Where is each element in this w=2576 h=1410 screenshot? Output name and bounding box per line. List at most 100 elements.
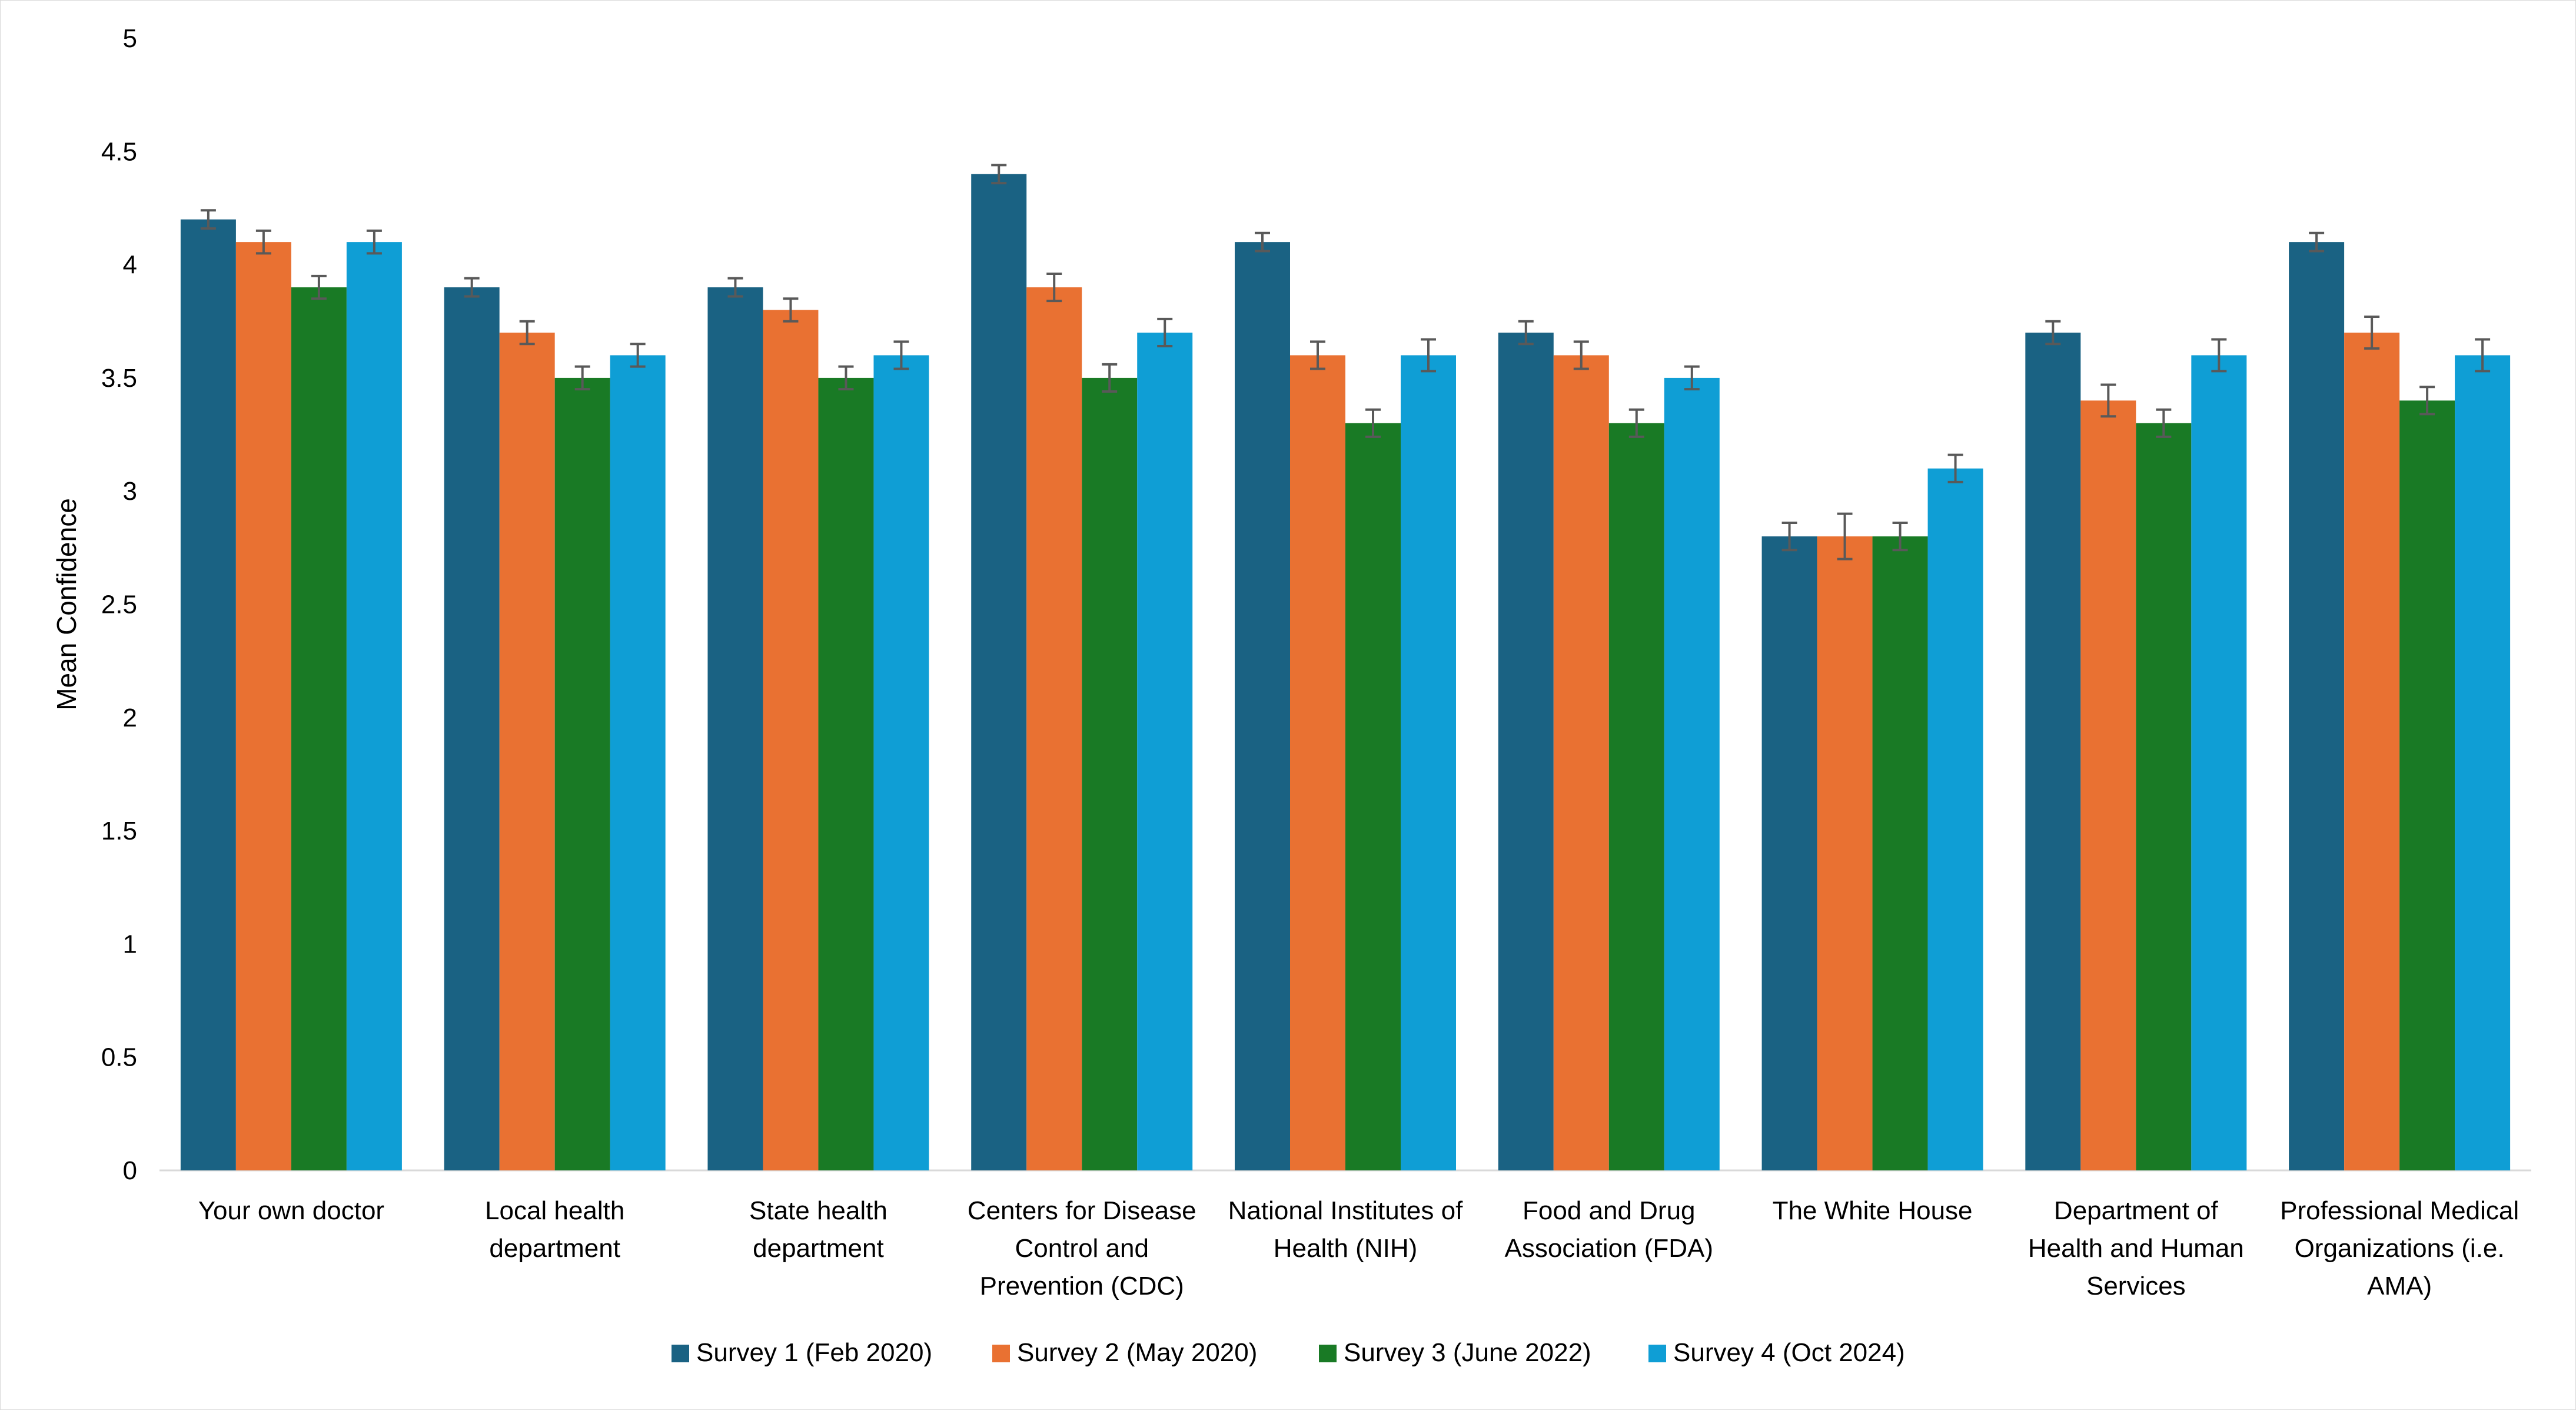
x-category-label: Local health department xyxy=(485,1196,624,1263)
bar xyxy=(1664,377,1720,1170)
legend-swatch xyxy=(672,1345,689,1362)
error-bar xyxy=(2045,320,2061,346)
error-bar xyxy=(366,229,382,255)
y-tick-label: 1 xyxy=(123,930,137,958)
y-tick-label: 5 xyxy=(123,24,137,53)
bar xyxy=(818,377,874,1170)
legend-item: Survey 4 (Oct 2024) xyxy=(1648,1338,1905,1367)
x-category-label: Centers for Disease Control and Prevention… xyxy=(968,1196,1196,1300)
bar xyxy=(2455,355,2511,1171)
error-bar xyxy=(1421,338,1436,373)
bar xyxy=(1553,355,1609,1171)
y-tick-label: 2 xyxy=(123,704,137,732)
y-tick-label: 2.5 xyxy=(101,590,137,619)
legend-swatch xyxy=(1648,1345,1666,1362)
error-bar xyxy=(1310,340,1325,370)
bar xyxy=(1137,332,1193,1170)
legend-label: Survey 3 (June 2022) xyxy=(1344,1338,1591,1367)
error-bar xyxy=(1892,522,1908,552)
error-bar xyxy=(1102,363,1118,393)
bar xyxy=(2136,423,2192,1170)
error-bar xyxy=(630,343,646,368)
error-bar xyxy=(2419,386,2435,416)
error-bar xyxy=(1046,272,1062,303)
error-bar xyxy=(2309,231,2325,253)
error-bar xyxy=(1518,320,1534,346)
error-bars xyxy=(200,164,2491,560)
error-bar xyxy=(1255,231,1270,253)
error-bar xyxy=(1157,317,1173,348)
y-axis-title: Mean Confidence xyxy=(51,498,82,711)
legend-swatch xyxy=(992,1345,1010,1362)
bar xyxy=(1082,377,1138,1170)
bar-group xyxy=(707,287,929,1171)
bar xyxy=(1608,423,1664,1170)
bar xyxy=(2080,400,2136,1170)
bar xyxy=(2191,355,2247,1171)
x-category-label: Food and Drug Association (FDA) xyxy=(1505,1196,1714,1263)
bar-group xyxy=(2025,332,2247,1171)
bar xyxy=(1927,468,1983,1170)
legend-item: Survey 1 (Feb 2020) xyxy=(672,1338,932,1367)
legend-item: Survey 2 (May 2020) xyxy=(992,1338,1257,1367)
bar-group xyxy=(1761,468,1983,1170)
bar xyxy=(1872,536,1928,1170)
error-bar xyxy=(1781,522,1797,552)
error-bar xyxy=(2100,383,2116,418)
bar-group xyxy=(1235,242,1456,1171)
bar xyxy=(2289,242,2345,1170)
bar xyxy=(2344,332,2400,1170)
error-bar xyxy=(255,229,271,255)
error-bar xyxy=(783,297,799,323)
bar xyxy=(2025,332,2081,1170)
bar xyxy=(1401,355,1456,1171)
error-bar xyxy=(727,277,743,298)
x-category-label: Your own doctor xyxy=(198,1196,384,1225)
bar xyxy=(554,377,610,1170)
legend-label: Survey 1 (Feb 2020) xyxy=(696,1338,932,1367)
bar xyxy=(291,287,347,1170)
bar xyxy=(499,332,555,1170)
error-bar xyxy=(2364,316,2380,350)
y-tick-label: 0 xyxy=(123,1156,137,1185)
error-bar xyxy=(1837,512,1853,560)
bar xyxy=(971,174,1027,1170)
bar xyxy=(180,219,236,1171)
y-tick-label: 0.5 xyxy=(101,1043,137,1072)
error-bar xyxy=(574,365,590,391)
bar-group xyxy=(971,174,1193,1170)
error-bar xyxy=(2211,338,2227,373)
error-bar xyxy=(991,164,1007,185)
y-tick-label: 1.5 xyxy=(101,817,137,845)
error-bar xyxy=(519,320,535,346)
error-bar xyxy=(311,274,327,300)
error-bar xyxy=(2475,338,2491,373)
bar xyxy=(1761,536,1817,1170)
error-bar xyxy=(464,277,480,298)
bar-groups xyxy=(180,174,2511,1171)
bar xyxy=(1817,536,1873,1170)
y-tick-label: 4 xyxy=(123,251,137,280)
bar xyxy=(1290,355,1345,1171)
error-bar xyxy=(1365,408,1381,438)
bar xyxy=(763,310,819,1170)
bar-group xyxy=(1498,332,1720,1171)
error-bar xyxy=(1628,408,1644,438)
error-bar xyxy=(2156,408,2172,438)
bar xyxy=(2399,400,2455,1170)
bar xyxy=(610,355,666,1171)
error-bar xyxy=(1947,453,1963,483)
bar xyxy=(873,355,929,1171)
bar-group xyxy=(444,287,666,1171)
x-category-label: State health department xyxy=(749,1196,888,1263)
y-axis-ticks: 0 0.5 1 1.5 2 2.5 3 3.5 4 4.5 5 xyxy=(101,24,137,1185)
error-bar xyxy=(838,365,854,391)
bar xyxy=(707,287,763,1170)
bar xyxy=(444,287,500,1170)
y-tick-label: 4.5 xyxy=(101,137,137,166)
bar xyxy=(1026,287,1082,1170)
x-axis-category-labels: Your own doctor Local health department Sta… xyxy=(198,1196,2519,1300)
bar-group xyxy=(2289,242,2511,1171)
